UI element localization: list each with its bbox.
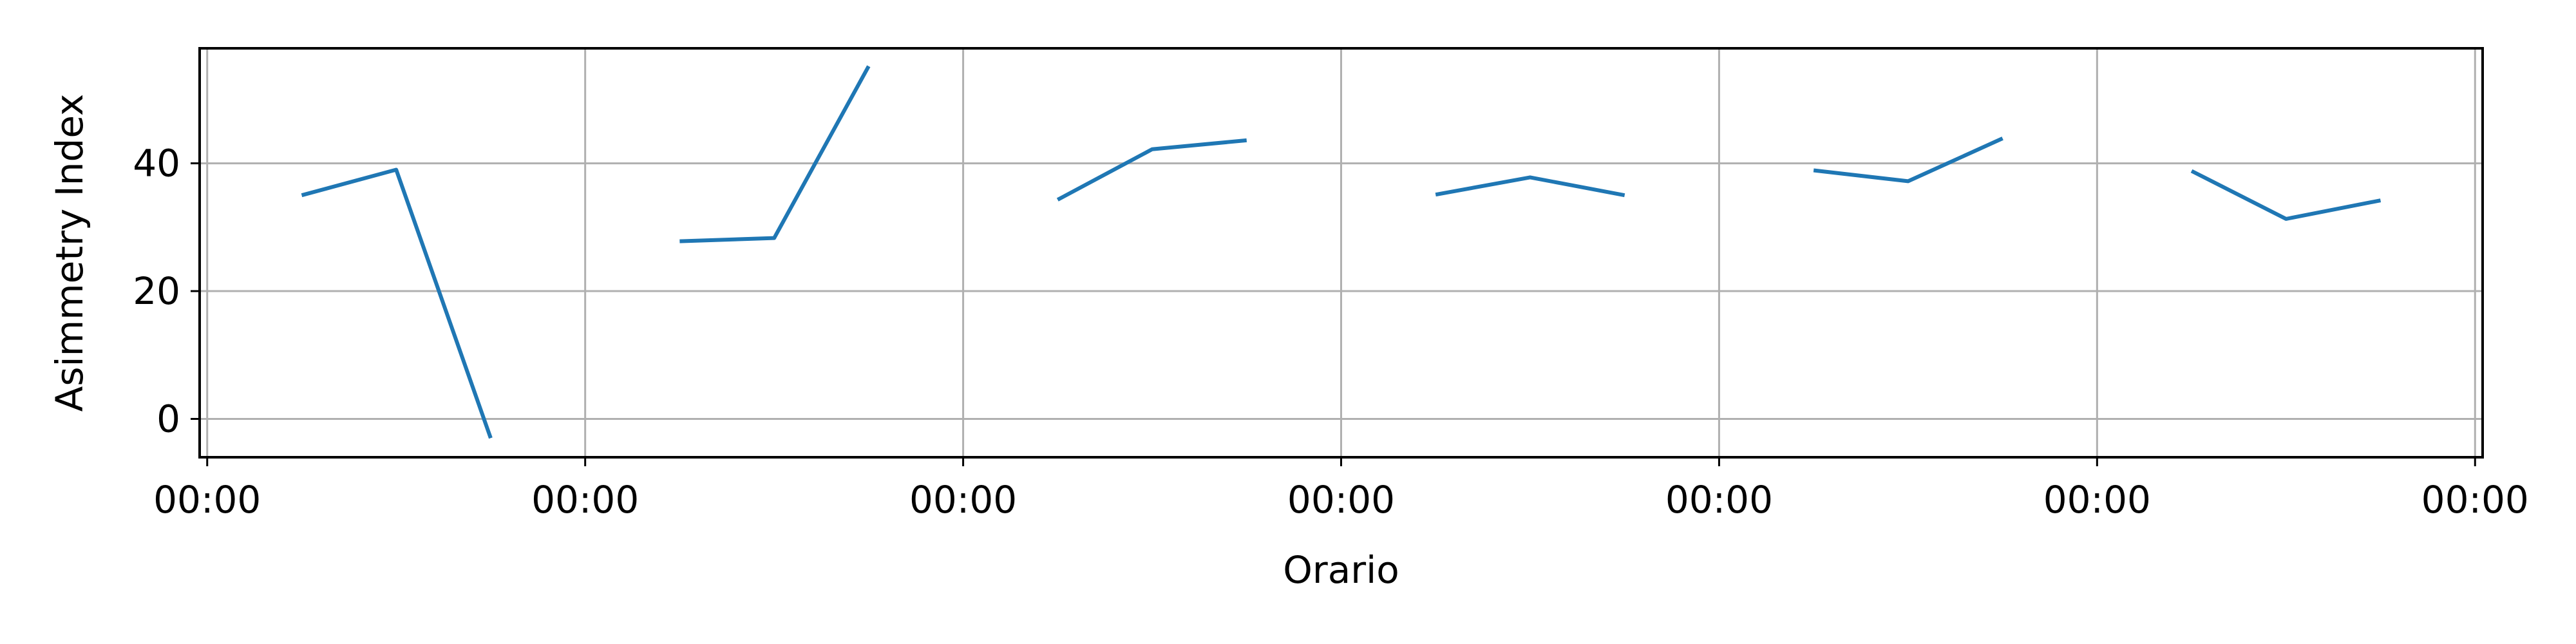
x-axis-ticks: 00:00 00:00 00:00 00:00 00:00 00:00 00:00	[153, 457, 2529, 522]
x-tick-label: 00:00	[1665, 478, 1773, 522]
x-tick-label: 00:00	[2421, 478, 2529, 522]
y-axis-label: Asimmetry Index	[48, 94, 91, 412]
series-line-segment	[1056, 138, 1247, 202]
y-tick-label: 40	[133, 142, 180, 185]
x-tick-label: 00:00	[153, 478, 261, 522]
series-lines	[301, 65, 2382, 439]
x-axis-label: Orario	[1283, 548, 1399, 592]
series-line-segment	[2190, 169, 2382, 221]
series-line-segment	[301, 167, 493, 439]
series-line-segment	[1813, 137, 2003, 184]
x-tick-label: 00:00	[531, 478, 639, 522]
y-tick-label: 0	[156, 397, 180, 440]
x-tick-label: 00:00	[2043, 478, 2151, 522]
y-tick-label: 20	[133, 269, 180, 313]
series-line-segment	[679, 65, 871, 243]
grid	[200, 48, 2483, 457]
y-axis-ticks: 0 20 40	[133, 142, 200, 440]
x-tick-label: 00:00	[1287, 478, 1395, 522]
series-line-segment	[1435, 175, 1625, 198]
x-tick-label: 00:00	[909, 478, 1017, 522]
